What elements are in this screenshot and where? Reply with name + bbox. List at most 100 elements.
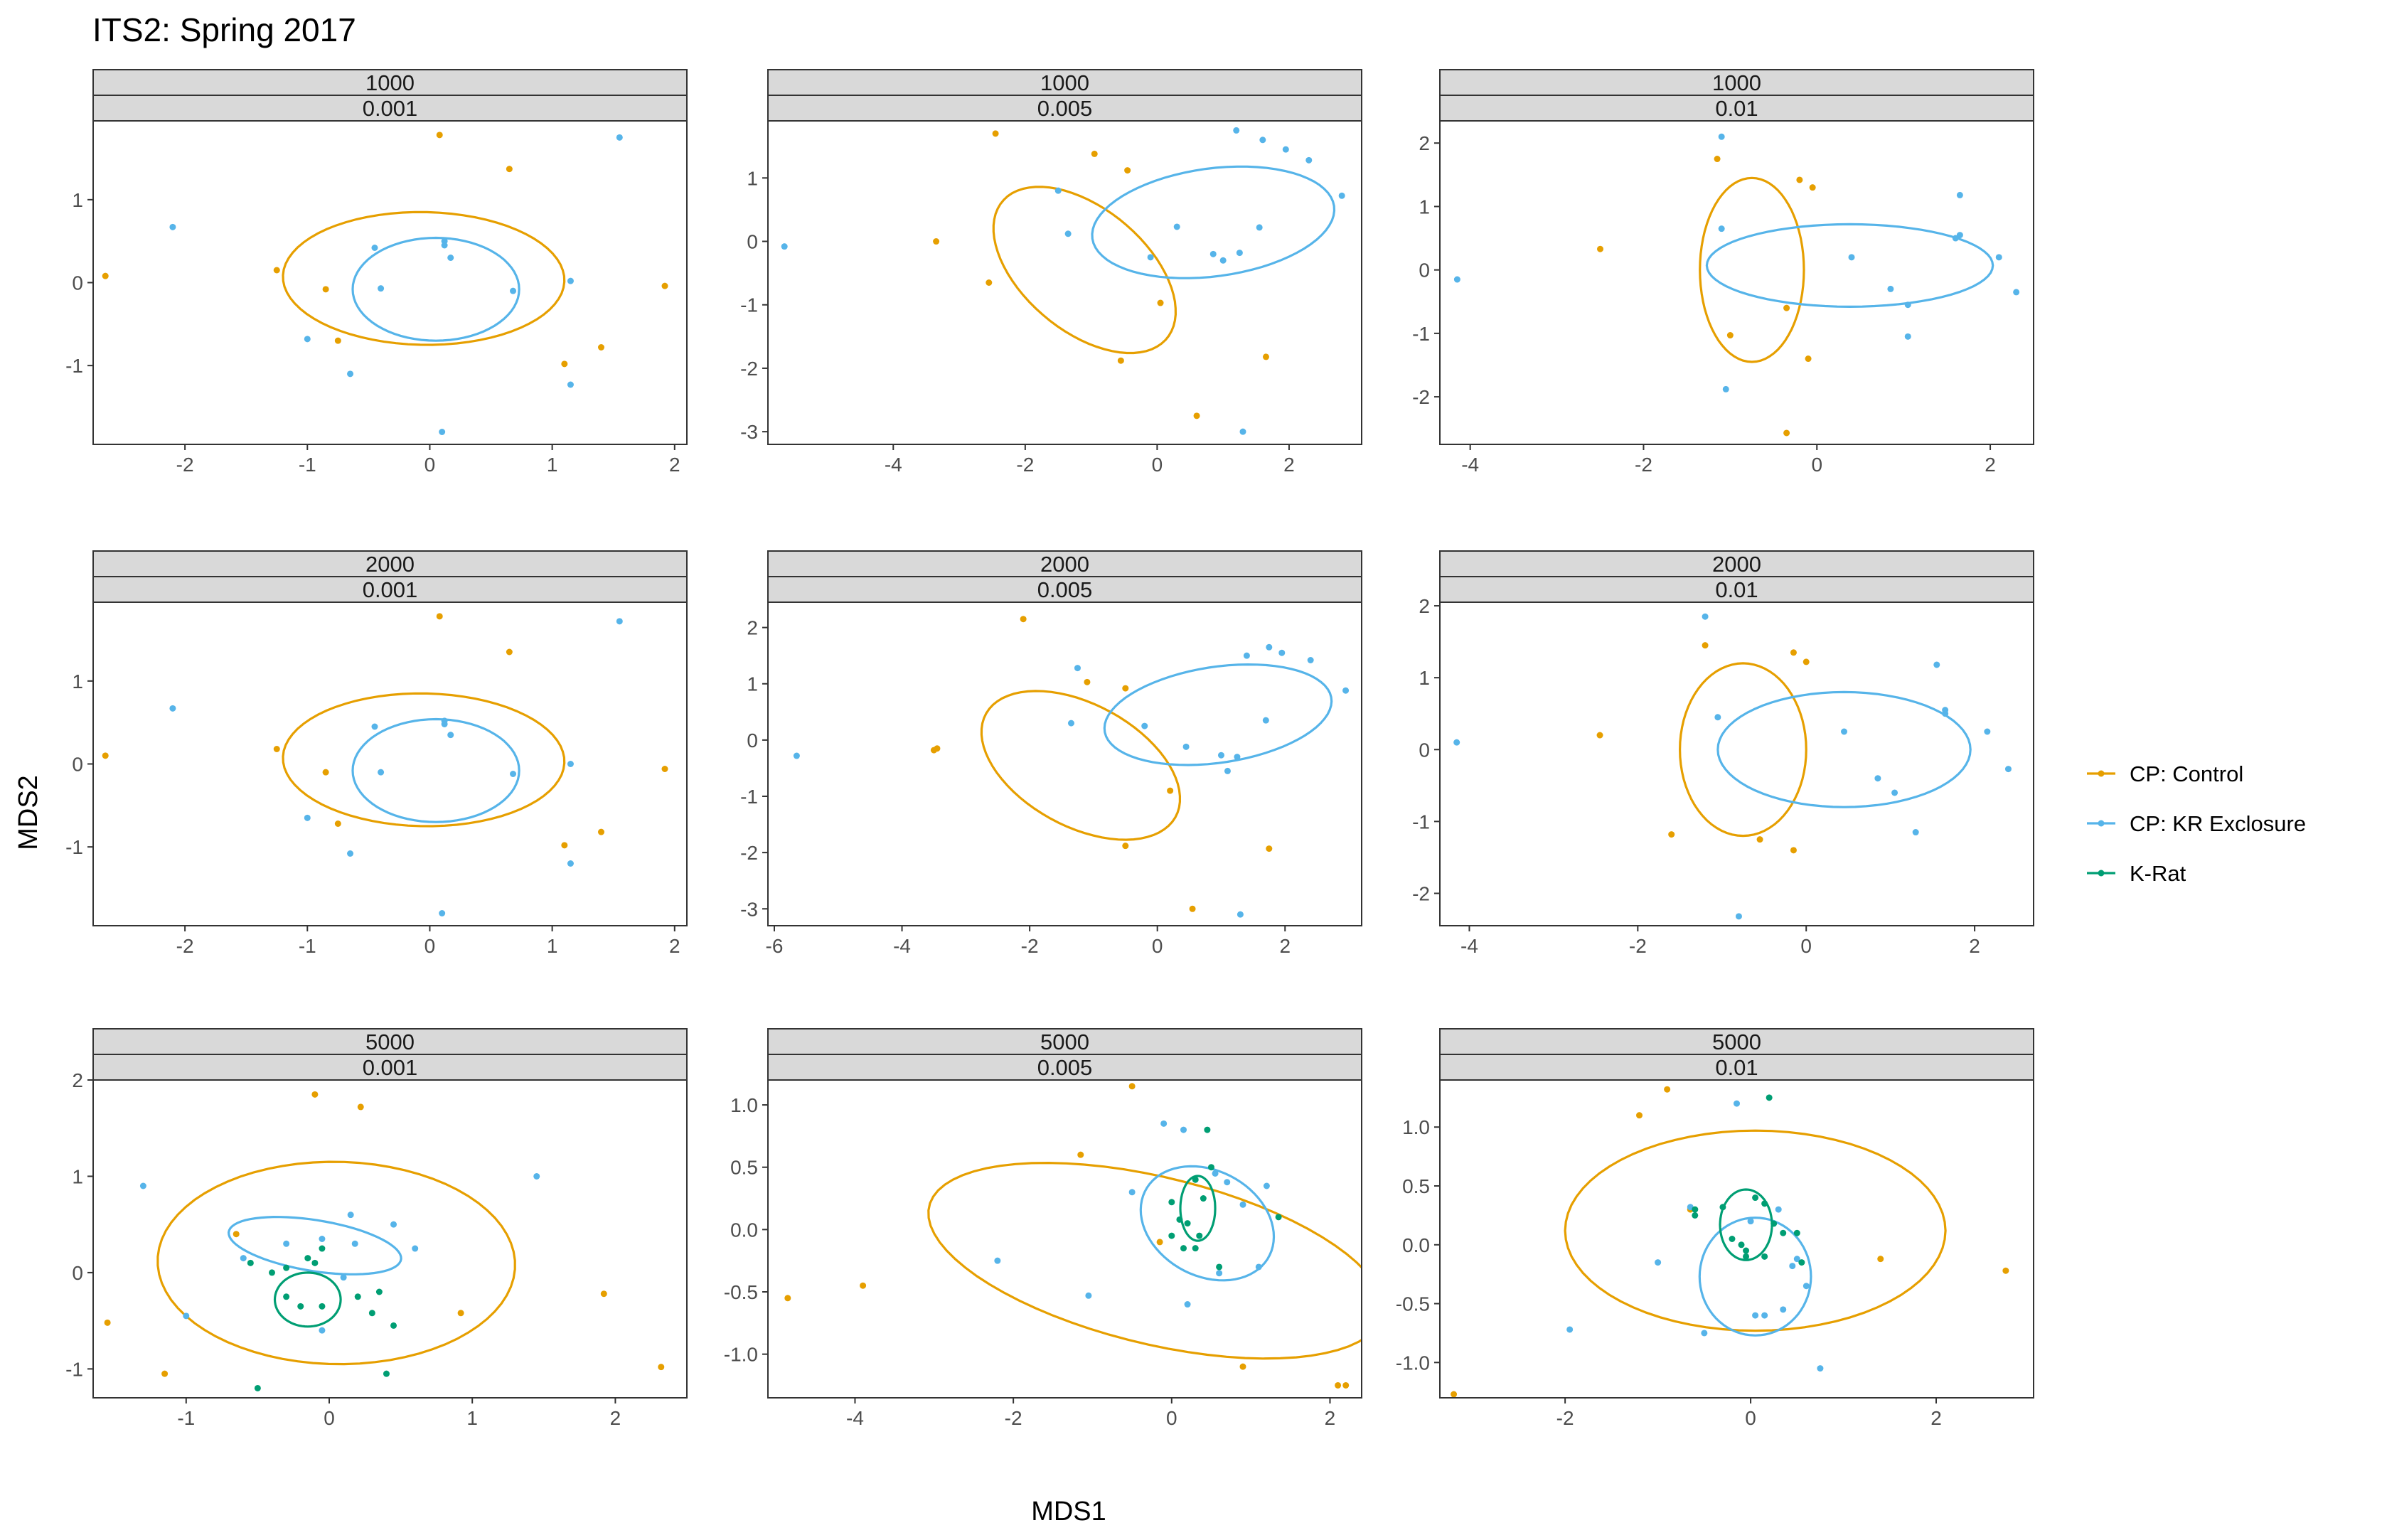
x-tick-label: -4 <box>1461 454 1479 476</box>
point-cp-kr-exclosure <box>567 761 574 767</box>
point-cp-control <box>1091 150 1098 157</box>
point-cp-kr-exclosure <box>1085 1292 1092 1299</box>
y-tick-label: -2 <box>740 842 758 864</box>
x-tick-label: -2 <box>1635 454 1652 476</box>
point-k-rat <box>1200 1195 1207 1202</box>
x-tick-label: -2 <box>1016 454 1034 476</box>
panel-border <box>92 120 688 445</box>
point-cp-kr-exclosure <box>351 1240 358 1247</box>
point-cp-kr-exclosure <box>319 1327 326 1334</box>
x-tick-label: 2 <box>1283 454 1295 476</box>
x-tick-label: -4 <box>846 1407 864 1429</box>
x-tick-label: -4 <box>893 935 911 957</box>
y-tick-label: -3 <box>740 898 758 920</box>
point-cp-kr-exclosure <box>378 769 385 776</box>
point-cp-kr-exclosure <box>169 223 176 230</box>
panel-marks <box>102 132 668 435</box>
point-k-rat <box>1793 1229 1800 1236</box>
panel-background <box>1440 1080 2034 1398</box>
point-cp-kr-exclosure <box>304 814 311 821</box>
y-tick-label: 1.0 <box>1402 1116 1430 1138</box>
y-tick-label: 0 <box>1419 739 1430 761</box>
point-cp-kr-exclosure <box>1219 257 1227 264</box>
point-cp-kr-exclosure <box>2013 289 2020 296</box>
point-cp-control <box>1077 1151 1084 1158</box>
point-cp-kr-exclosure <box>1912 829 1919 836</box>
point-cp-kr-exclosure <box>1239 428 1246 435</box>
panel-background <box>768 121 1362 444</box>
point-k-rat <box>247 1259 254 1266</box>
strip-label-top: 2000 <box>1712 552 1761 577</box>
point-k-rat <box>1766 1094 1773 1101</box>
point-k-rat <box>283 1264 290 1271</box>
strip-bottom-box <box>92 95 688 122</box>
point-cp-control <box>1714 156 1721 163</box>
strip-label-top: 2000 <box>365 552 415 577</box>
point-cp-control <box>1262 353 1269 360</box>
point-k-rat <box>1692 1212 1699 1219</box>
point-cp-kr-exclosure <box>183 1312 190 1320</box>
x-tick-label: 2 <box>669 454 680 476</box>
point-cp-control <box>1189 905 1196 912</box>
y-tick-label: -1.0 <box>724 1344 758 1366</box>
point-cp-control <box>2002 1267 2009 1274</box>
point-cp-control <box>1084 678 1091 685</box>
point-cp-kr-exclosure <box>1224 767 1231 774</box>
y-tick-label: 2 <box>747 617 758 639</box>
point-cp-kr-exclosure <box>1887 285 1894 292</box>
point-cp-control <box>933 238 940 245</box>
y-tick-label: -1 <box>1412 323 1430 345</box>
y-tick-label: 2 <box>72 1069 83 1091</box>
point-cp-kr-exclosure <box>1718 133 1725 140</box>
y-tick-label: 0 <box>72 272 83 294</box>
point-cp-kr-exclosure <box>1209 250 1217 257</box>
point-k-rat <box>1196 1232 1203 1239</box>
point-cp-control <box>161 1370 169 1377</box>
point-k-rat <box>269 1269 276 1276</box>
ellipse-cp-control <box>156 1160 516 1366</box>
x-tick-label: 2 <box>1930 1407 1942 1429</box>
x-tick-label: 1 <box>547 454 558 476</box>
point-cp-kr-exclosure <box>1734 1100 1740 1107</box>
point-cp-kr-exclosure <box>1904 301 1911 309</box>
point-cp-control <box>1451 1391 1458 1398</box>
point-cp-kr-exclosure <box>1234 754 1241 761</box>
point-cp-control <box>1117 357 1124 364</box>
panel-marks <box>793 616 1350 918</box>
panel-background <box>93 121 687 444</box>
point-cp-kr-exclosure <box>347 370 354 378</box>
point-cp-kr-exclosure <box>319 1236 326 1242</box>
point-k-rat <box>1761 1253 1768 1260</box>
point-cp-control <box>1596 732 1603 739</box>
x-tick-label: 2 <box>1279 935 1291 957</box>
panel-border <box>1439 601 2034 926</box>
point-cp-control <box>1157 299 1164 306</box>
ellipse-k-rat <box>1719 1188 1773 1261</box>
panel-marks <box>781 127 1345 435</box>
strip-top-box <box>92 69 688 96</box>
point-k-rat <box>283 1293 290 1300</box>
x-tick-label: -2 <box>176 454 194 476</box>
strip-top-box <box>767 550 1362 577</box>
y-tick-label: -1 <box>65 355 83 377</box>
point-cp-kr-exclosure <box>510 771 517 777</box>
ellipse-cp-control <box>980 690 1181 841</box>
point-cp-control <box>1877 1256 1884 1263</box>
point-cp-control <box>506 648 513 656</box>
x-axis-title: MDS1 <box>1031 1497 1106 1526</box>
point-cp-control <box>1668 831 1675 838</box>
point-cp-kr-exclosure <box>1255 1263 1262 1271</box>
point-cp-kr-exclosure <box>1263 1182 1270 1189</box>
strip-bottom-box <box>92 1054 688 1081</box>
panel-background <box>93 602 687 926</box>
point-cp-kr-exclosure <box>283 1240 290 1247</box>
point-cp-control <box>104 1319 111 1326</box>
legend-item-cp-control: CP: Control <box>2087 761 2243 786</box>
y-tick-label: 1 <box>72 1165 83 1187</box>
y-tick-label: 2 <box>1419 595 1430 617</box>
panel-background <box>1440 602 2034 926</box>
point-cp-kr-exclosure <box>447 255 454 261</box>
